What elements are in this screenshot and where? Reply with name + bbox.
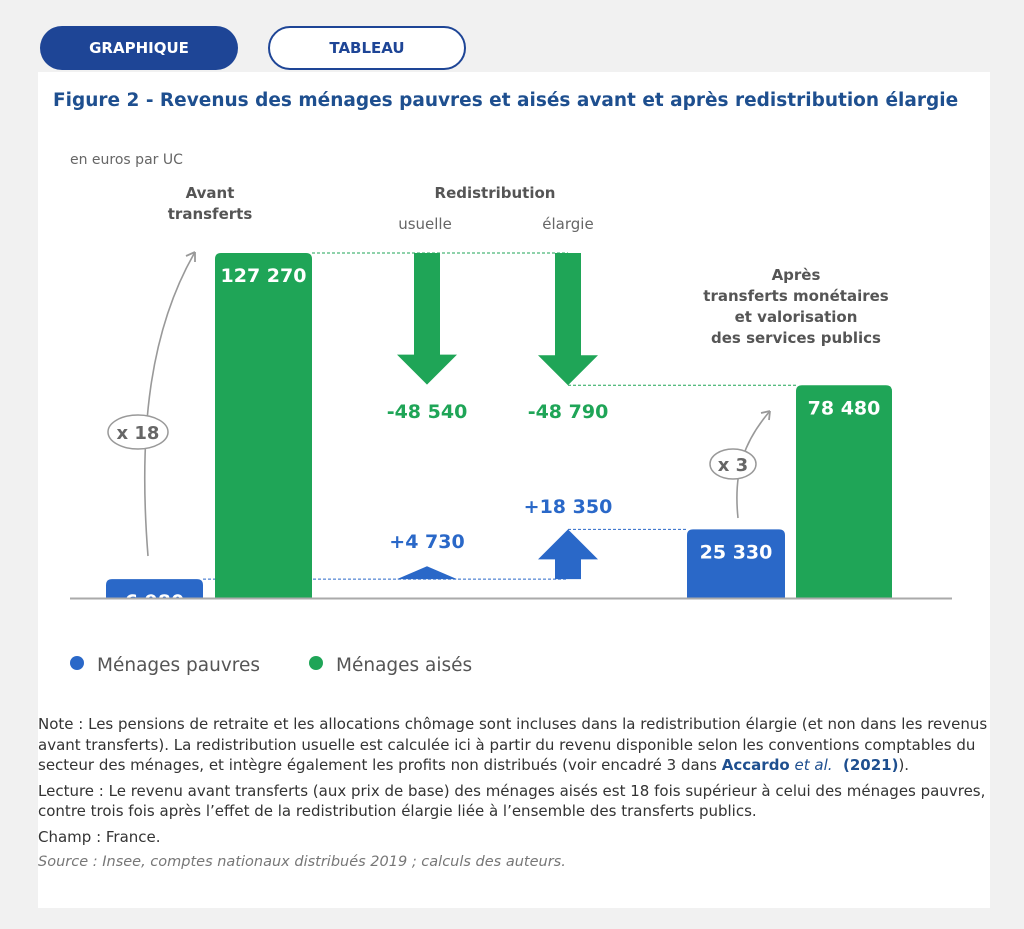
link-etal[interactable]: et al. bbox=[789, 756, 833, 774]
ratio-after: x 3 bbox=[718, 455, 748, 476]
note-end: ). bbox=[898, 756, 910, 774]
bar-after-rich-label: 78 480 bbox=[808, 397, 881, 419]
bar-after-poor bbox=[687, 529, 785, 598]
link-author[interactable]: Accardo bbox=[721, 756, 790, 774]
bar-after-poor-label: 25 330 bbox=[700, 541, 773, 563]
champ-text: Champ : France. bbox=[38, 827, 161, 846]
value-extended-rich: -48 790 bbox=[528, 401, 609, 423]
value-usual-poor: +4 730 bbox=[389, 531, 464, 553]
source-text: Source : Insee, comptes nationaux distri… bbox=[38, 854, 566, 870]
ratio-arrow-before bbox=[143, 251, 196, 557]
figure-title: Figure 2 - Revenus des ménages pauvres e… bbox=[53, 90, 959, 111]
arrow-down-usual-icon bbox=[397, 253, 457, 385]
arrow-down-extended-icon bbox=[538, 253, 598, 386]
note-text: Note : Les pensions de retraite et les a… bbox=[38, 714, 988, 776]
arrow-up-usual-icon bbox=[397, 566, 457, 580]
bar-before-rich-label: 127 270 bbox=[221, 265, 307, 287]
header-before-2: transferts bbox=[168, 205, 253, 223]
unit-label: en euros par UC bbox=[70, 152, 183, 168]
lecture-text: Lecture : Le revenu avant transferts (au… bbox=[38, 781, 986, 821]
legend-dot-poor bbox=[70, 656, 84, 670]
header-after-2: transferts monétaires bbox=[703, 287, 889, 305]
link-year[interactable]: (2021) bbox=[842, 756, 899, 774]
legend-dot-rich bbox=[309, 656, 323, 670]
header-before-1: Avant bbox=[186, 184, 235, 202]
reference-link[interactable]: Accardo et al. (2021) bbox=[722, 756, 899, 774]
arrow-head-icon bbox=[760, 410, 771, 421]
header-after-4: des services publics bbox=[711, 329, 881, 347]
header-usual: usuelle bbox=[398, 215, 452, 233]
tab-tableau[interactable]: TABLEAU bbox=[268, 26, 466, 70]
notes: Note : Les pensions de retraite et les a… bbox=[38, 714, 988, 878]
header-after-3: et valorisation bbox=[735, 308, 858, 326]
ratio-badge-before bbox=[107, 414, 169, 450]
bar-before-poor bbox=[106, 579, 203, 598]
header-redistribution: Redistribution bbox=[435, 184, 556, 202]
arrow-head-icon bbox=[185, 251, 196, 262]
legend-poor: Ménages pauvres bbox=[97, 655, 260, 676]
bar-before-poor-label: 6 980 bbox=[125, 591, 185, 613]
ratio-badge-after bbox=[709, 448, 757, 480]
note-body: Note : Les pensions de retraite et les a… bbox=[38, 715, 988, 774]
bar-before-rich bbox=[215, 253, 312, 598]
arrow-up-extended-icon bbox=[538, 529, 598, 580]
header-extended: élargie bbox=[542, 215, 593, 233]
value-usual-rich: -48 540 bbox=[387, 401, 468, 423]
value-extended-poor: +18 350 bbox=[524, 496, 613, 518]
bar-after-rich bbox=[796, 385, 892, 598]
ratio-before: x 18 bbox=[117, 423, 160, 444]
legend-rich: Ménages aisés bbox=[336, 655, 472, 676]
header-after-1: Après bbox=[772, 266, 821, 284]
tab-graphique[interactable]: GRAPHIQUE bbox=[40, 26, 238, 70]
